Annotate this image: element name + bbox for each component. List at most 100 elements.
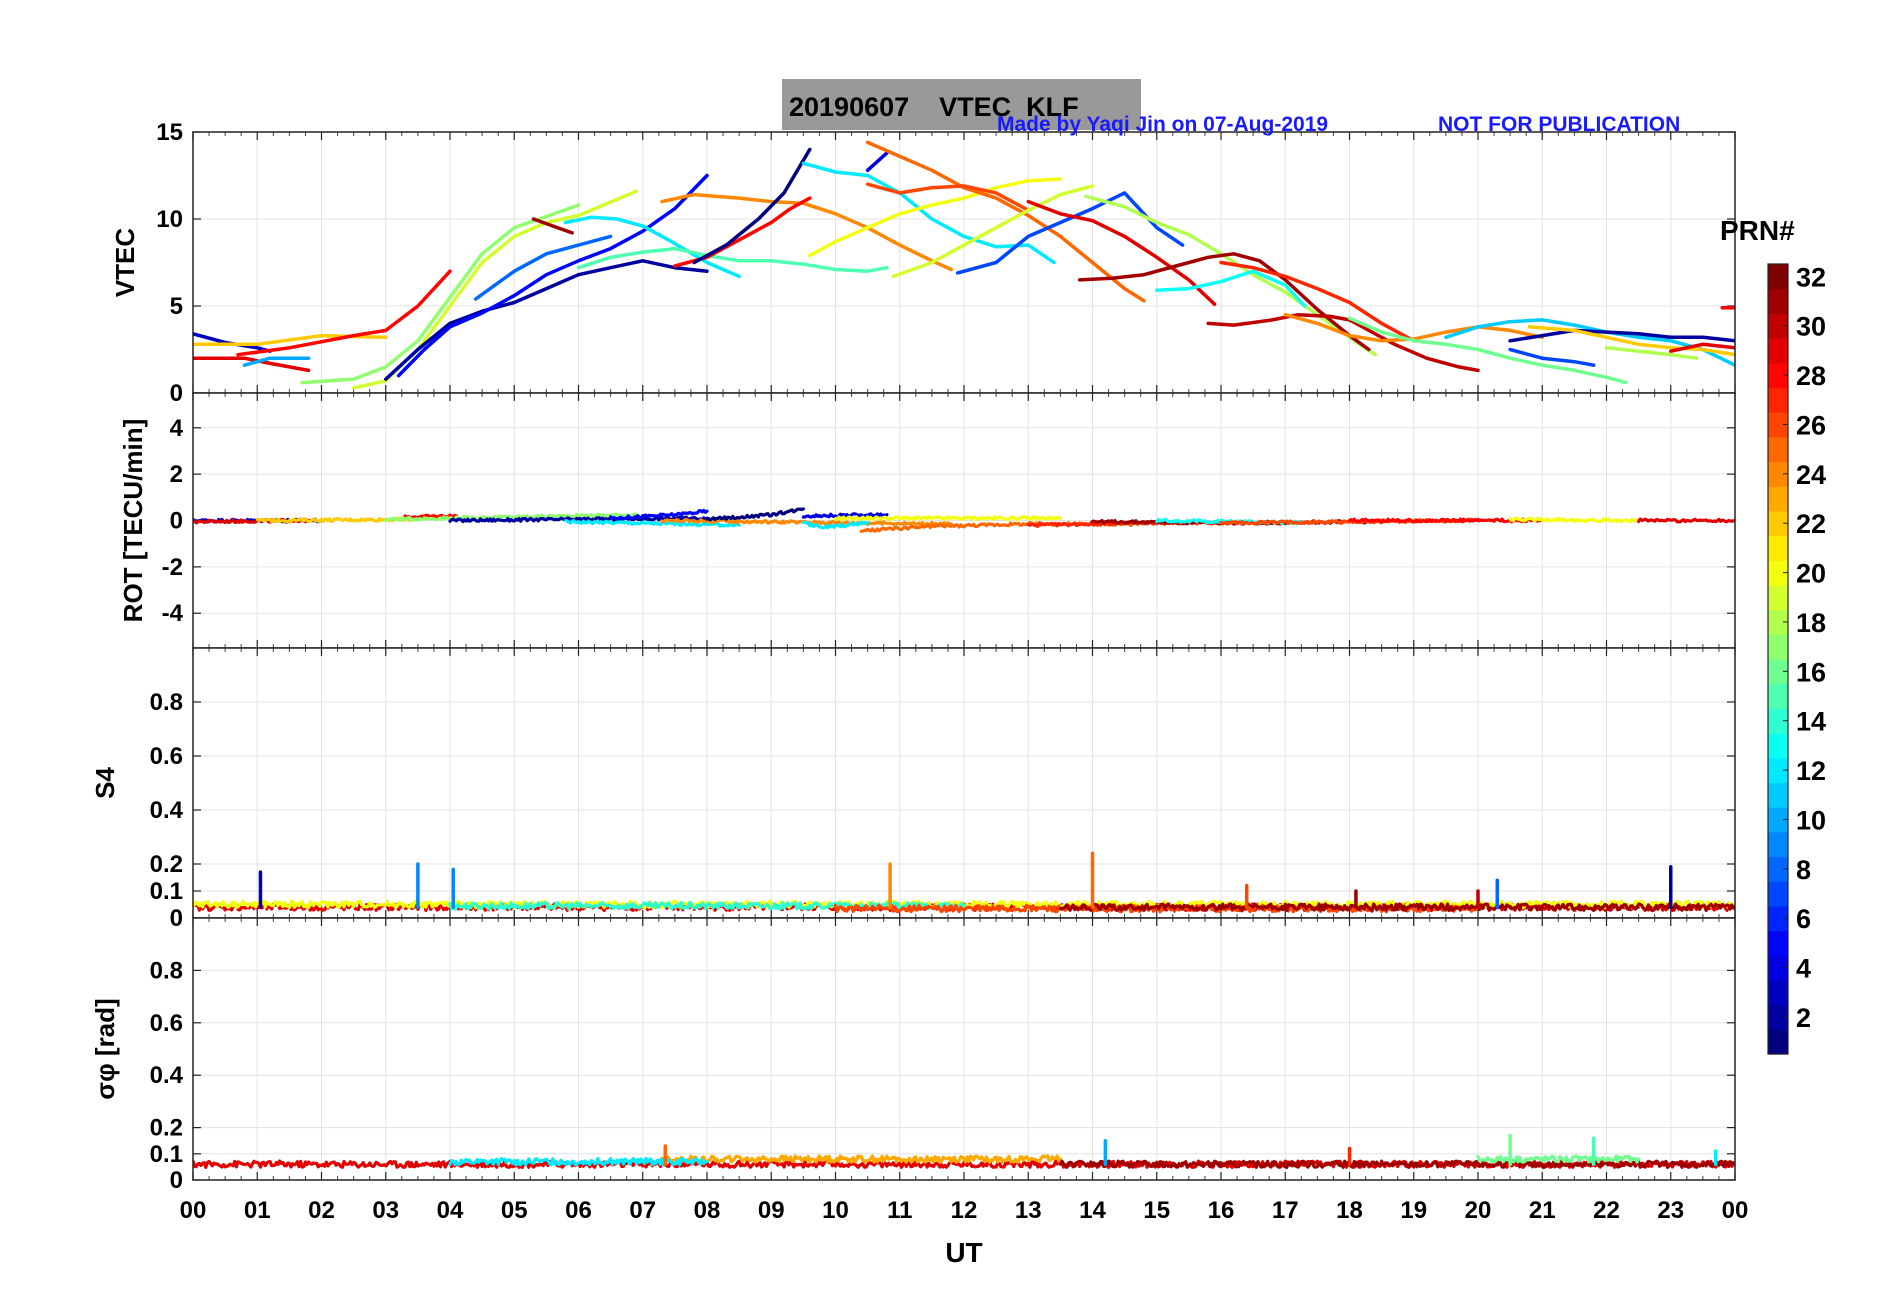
x-tick-label: 15 — [1143, 1197, 1170, 1224]
x-tick-label: 13 — [1015, 1197, 1042, 1224]
series-line-prn-22 — [1527, 325, 1735, 357]
series-line-prn-29 — [1026, 199, 1217, 307]
x-tick-label: 04 — [437, 1197, 464, 1224]
colorbar-step — [1768, 831, 1788, 858]
series-line-prn-10 — [242, 356, 311, 367]
colorbar-step — [1768, 609, 1788, 635]
colorbar-step — [1768, 1029, 1788, 1055]
series-line-prn-26 — [865, 182, 1031, 213]
series-group — [193, 507, 1735, 533]
colorbar-tick-label: 4 — [1796, 954, 1811, 984]
x-tick-label: 11 — [887, 1197, 912, 1224]
y-tick-label: 0 — [170, 380, 183, 407]
colorbar-tick-label: 14 — [1796, 707, 1826, 737]
colorbar-step — [1768, 905, 1788, 932]
series-group — [193, 851, 1735, 914]
series-line-prn-17 — [384, 512, 638, 523]
series-line-prn-8 — [473, 234, 613, 301]
series-line-prn-31 — [1077, 252, 1371, 352]
colorbar-tick-label: 18 — [1796, 608, 1826, 638]
colorbar-step — [1768, 708, 1788, 734]
colorbar-step — [1768, 807, 1788, 833]
colorbar-step — [1768, 683, 1788, 709]
y-tick-label: 0.6 — [150, 743, 183, 770]
colorbar-tick-label: 20 — [1796, 559, 1826, 589]
colorbar-label: PRN# — [1720, 215, 1795, 246]
x-tick-label: 01 — [244, 1197, 271, 1224]
x-tick-label: 00 — [180, 1197, 207, 1224]
series-line-prn-16 — [1347, 316, 1628, 385]
colorbar-step — [1768, 313, 1788, 339]
colorbar-step — [1768, 955, 1788, 981]
series-line-prn-20 — [833, 515, 1063, 522]
x-tick-label: 06 — [565, 1197, 592, 1224]
colorbar-tick-label: 30 — [1796, 312, 1826, 342]
y-tick-label: 4 — [170, 415, 184, 442]
colorbar-step — [1768, 782, 1788, 808]
y-tick-label: 0.8 — [150, 957, 183, 984]
colorbar-tick-label: 8 — [1796, 855, 1811, 885]
colorbar-step — [1768, 979, 1788, 1006]
x-tick-label: 16 — [1208, 1197, 1235, 1224]
notice-text: NOT FOR PUBLICATION — [1438, 113, 1680, 136]
series-line-prn-29 — [1669, 342, 1735, 353]
series-line-prn-12 — [801, 520, 870, 530]
colorbar-step — [1768, 412, 1788, 438]
colorbar-step — [1768, 560, 1788, 586]
y-tick-label: 15 — [156, 119, 183, 146]
series-group — [193, 1133, 1735, 1170]
chart-title: 20190607 VTEC KLF — [789, 92, 1079, 122]
colorbar-step — [1768, 733, 1788, 759]
y-tick-label: 0.8 — [150, 689, 183, 716]
colorbar-step — [1768, 881, 1788, 907]
x-tick-label: 17 — [1272, 1197, 1299, 1224]
x-tick-label: 14 — [1079, 1197, 1106, 1224]
panel-ROT: -4 -2 0 2 4 ROT [TECU/min] — [118, 392, 1736, 649]
series-line-prn-7 — [1508, 347, 1596, 367]
series-line-prn-31 — [531, 217, 574, 235]
x-tick-label: 10 — [822, 1197, 849, 1224]
series-line-prn-1 — [692, 147, 812, 265]
colorbar-step — [1768, 387, 1788, 413]
x-tick-label: 23 — [1657, 1197, 1684, 1224]
colorbar-tick-label: 2 — [1796, 1003, 1811, 1033]
colorbar-step — [1768, 338, 1788, 364]
series-line-prn-28 — [236, 269, 452, 357]
x-tick-label: 03 — [372, 1197, 399, 1224]
x-tick-label: 00 — [1722, 1197, 1749, 1224]
series-line-prn-5 — [608, 508, 709, 521]
colorbar-tick-label: 16 — [1796, 657, 1826, 687]
panel-sigma_phi: 00.10.2 0.4 0.6 0.8 σφ [rad] — [90, 917, 1736, 1194]
series-line-prn-2 — [1508, 328, 1735, 343]
y-axis-label-VTEC: VTEC — [110, 228, 140, 298]
y-tick-label: 0.4 — [150, 1062, 184, 1089]
title-box — [782, 79, 1141, 130]
x-tick-label: 22 — [1593, 1197, 1620, 1224]
series-line-prn-23 — [660, 1154, 1063, 1164]
x-tick-label: 21 — [1529, 1197, 1556, 1224]
series-line-prn-4 — [865, 151, 889, 173]
colorbar-step — [1768, 288, 1788, 314]
series-line-prn-24 — [660, 192, 953, 272]
y-tick-label: 0.2 — [150, 1115, 183, 1142]
colorbar-step — [1768, 584, 1788, 611]
series-line-prn-25 — [865, 140, 1146, 303]
series-line-prn-16 — [1476, 1154, 1641, 1164]
panel-VTEC: 0 5 10 15 VTEC — [110, 119, 1736, 407]
colorbar-step — [1768, 856, 1788, 882]
y-tick-label: 0.2 — [150, 851, 183, 878]
y-tick-label: 0 — [170, 1167, 183, 1194]
series-line-prn-12 — [563, 518, 741, 528]
colorbar-step — [1768, 535, 1788, 561]
colorbar-tick-label: 12 — [1796, 756, 1826, 786]
series-line-prn-1 — [705, 507, 806, 522]
series-line-prn-31 — [1058, 902, 1735, 913]
series-line-prn-31 — [1058, 1159, 1735, 1170]
colorbar-step — [1768, 659, 1788, 685]
colorbar-step — [1768, 1004, 1788, 1030]
y-tick-label: 0.1 — [150, 878, 183, 905]
